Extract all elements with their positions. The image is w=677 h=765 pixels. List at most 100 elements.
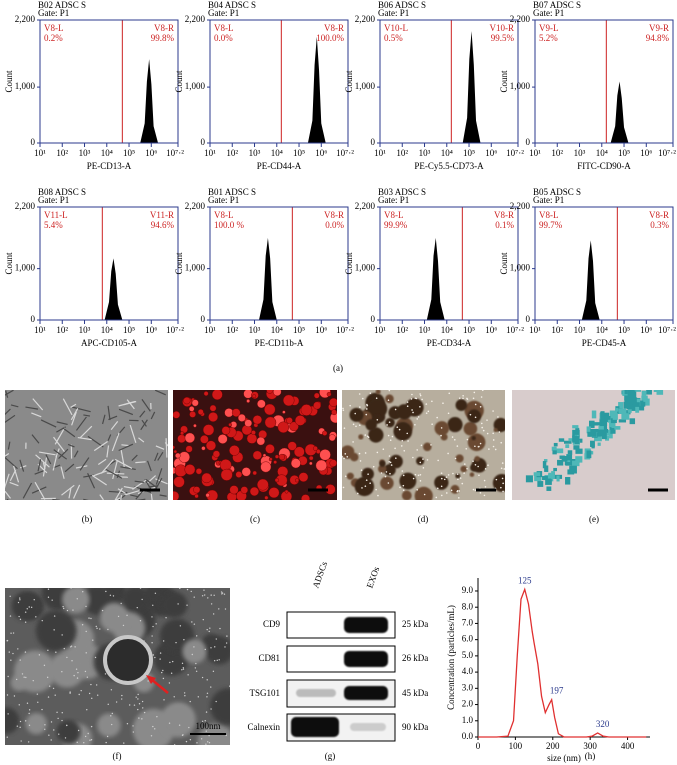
region-percent: 0.2%: [44, 33, 63, 43]
speck: [440, 427, 443, 429]
stain: [601, 425, 607, 431]
lipid: [329, 397, 337, 407]
cell: [99, 494, 104, 500]
lipid: [322, 430, 328, 436]
panel-label: (d): [418, 514, 429, 524]
stain: [640, 378, 645, 386]
scale-label: 100nm: [195, 721, 220, 731]
nodule: [349, 407, 364, 422]
stain: [597, 442, 601, 446]
lipid: [326, 391, 332, 397]
grain: [17, 601, 20, 604]
lipid: [208, 412, 219, 422]
stain: [566, 454, 573, 461]
grain: [46, 676, 49, 679]
lipid: [195, 468, 203, 475]
grain: [58, 733, 60, 735]
speck: [389, 439, 392, 442]
x-axis-label: PE-CD45-A: [582, 338, 627, 348]
cell: [112, 460, 118, 480]
grain: [221, 592, 224, 594]
stain: [546, 486, 552, 491]
row-label: Calnexin: [248, 722, 281, 732]
grain: [224, 646, 226, 648]
grain: [151, 642, 153, 644]
cell: [118, 443, 134, 452]
chart-subtitle: Gate: P1: [533, 195, 564, 205]
region-name: V10-L: [384, 23, 408, 33]
region-percent: 0.0%: [325, 220, 344, 230]
nodule: [396, 404, 412, 420]
cell: [97, 458, 107, 465]
lipid: [331, 409, 337, 416]
speck: [375, 488, 377, 491]
speck: [466, 467, 468, 470]
plot-frame: [209, 19, 349, 144]
grain: [186, 588, 189, 591]
grain: [70, 588, 72, 589]
speck: [448, 392, 451, 395]
column-label: EXOs: [364, 565, 381, 590]
chart-subtitle: Gate: P1: [38, 195, 69, 205]
grain: [186, 604, 188, 606]
speck: [492, 432, 494, 435]
x-tick-label: 10⁵: [618, 325, 630, 335]
cell: [71, 406, 91, 413]
grain: [216, 724, 219, 727]
grain: [183, 692, 186, 694]
speck: [447, 474, 450, 476]
stain: [542, 461, 547, 469]
cell: [114, 487, 123, 500]
speck: [402, 484, 405, 487]
grain: [105, 741, 107, 744]
grain: [47, 588, 50, 590]
lipid: [313, 446, 318, 451]
grain: [215, 700, 217, 703]
region-percent: 99.7%: [539, 220, 563, 230]
x-tick-label: 10⁴: [596, 325, 608, 335]
stain: [525, 475, 533, 483]
grain: [169, 661, 171, 664]
speck: [495, 478, 498, 481]
nta-line: [478, 587, 647, 738]
grain: [28, 709, 31, 711]
grain: [90, 725, 93, 728]
grain: [52, 687, 55, 690]
stain: [533, 472, 541, 476]
speck: [422, 467, 425, 469]
cell: [19, 459, 25, 472]
speck: [365, 479, 368, 481]
lipid: [193, 423, 197, 428]
region-percent: 0.5%: [384, 33, 403, 43]
grain: [152, 604, 154, 606]
nodule: [393, 421, 413, 441]
nodule: [414, 486, 433, 500]
grain: [208, 742, 211, 744]
cell: [37, 459, 42, 472]
lipid: [286, 417, 293, 424]
chart-subtitle: Gate: P1: [378, 8, 409, 18]
chart-title: B05 ADSC S: [533, 187, 581, 197]
grain: [133, 704, 136, 706]
nodule: [469, 472, 475, 477]
speck: [500, 486, 502, 489]
speck: [431, 400, 433, 403]
speck: [387, 399, 390, 401]
nodule: [493, 428, 498, 433]
stain: [552, 450, 557, 455]
stain: [624, 390, 628, 395]
cell: [38, 451, 56, 456]
grain: [25, 720, 27, 722]
stain: [558, 438, 565, 442]
speck: [358, 424, 361, 427]
grain: [143, 711, 146, 714]
grain: [86, 709, 88, 711]
grain: [69, 691, 71, 693]
x-tick-label: 10⁴: [441, 148, 453, 158]
stain: [633, 390, 637, 391]
region-percent: 99.9%: [384, 220, 408, 230]
region-percent: 0.0%: [214, 33, 233, 43]
chart-title: B08 ADSC S: [38, 187, 86, 197]
grain: [162, 677, 165, 680]
stain: [656, 390, 664, 395]
